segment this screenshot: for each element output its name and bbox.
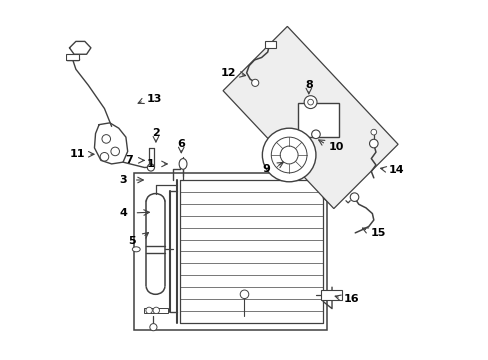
Text: 8: 8 (305, 80, 312, 90)
Text: 15: 15 (370, 228, 386, 238)
Bar (298, 103, 339, 137)
Text: 16: 16 (343, 294, 359, 304)
Text: 13: 13 (146, 94, 162, 104)
Circle shape (370, 129, 376, 135)
Text: 1: 1 (147, 159, 155, 169)
Bar (134, 173, 326, 330)
Circle shape (271, 137, 306, 173)
Text: 12: 12 (221, 68, 236, 78)
Circle shape (280, 146, 298, 164)
Text: 7: 7 (125, 156, 133, 165)
Circle shape (251, 79, 258, 86)
Ellipse shape (132, 247, 140, 252)
Bar (66, 54, 79, 60)
Text: 4: 4 (120, 208, 127, 218)
Text: 10: 10 (328, 142, 344, 152)
Circle shape (349, 193, 358, 202)
Bar (321, 291, 341, 300)
Circle shape (111, 147, 119, 156)
Text: 2: 2 (152, 128, 160, 138)
Text: 11: 11 (69, 149, 85, 159)
Circle shape (147, 164, 154, 171)
Circle shape (311, 130, 320, 139)
Text: 3: 3 (119, 175, 126, 185)
Circle shape (145, 307, 152, 314)
Circle shape (304, 96, 316, 109)
Circle shape (369, 139, 377, 148)
Ellipse shape (179, 158, 186, 169)
Text: 14: 14 (387, 165, 403, 175)
Bar (144, 307, 168, 313)
Text: 6: 6 (177, 139, 185, 149)
Polygon shape (223, 26, 397, 208)
Circle shape (149, 324, 157, 331)
Text: 5: 5 (128, 235, 136, 246)
Circle shape (307, 99, 313, 105)
Circle shape (153, 307, 159, 314)
Bar (264, 41, 275, 48)
Circle shape (262, 128, 315, 182)
Circle shape (102, 135, 110, 143)
Text: 9: 9 (262, 164, 269, 174)
Circle shape (100, 153, 108, 161)
Circle shape (240, 290, 248, 298)
